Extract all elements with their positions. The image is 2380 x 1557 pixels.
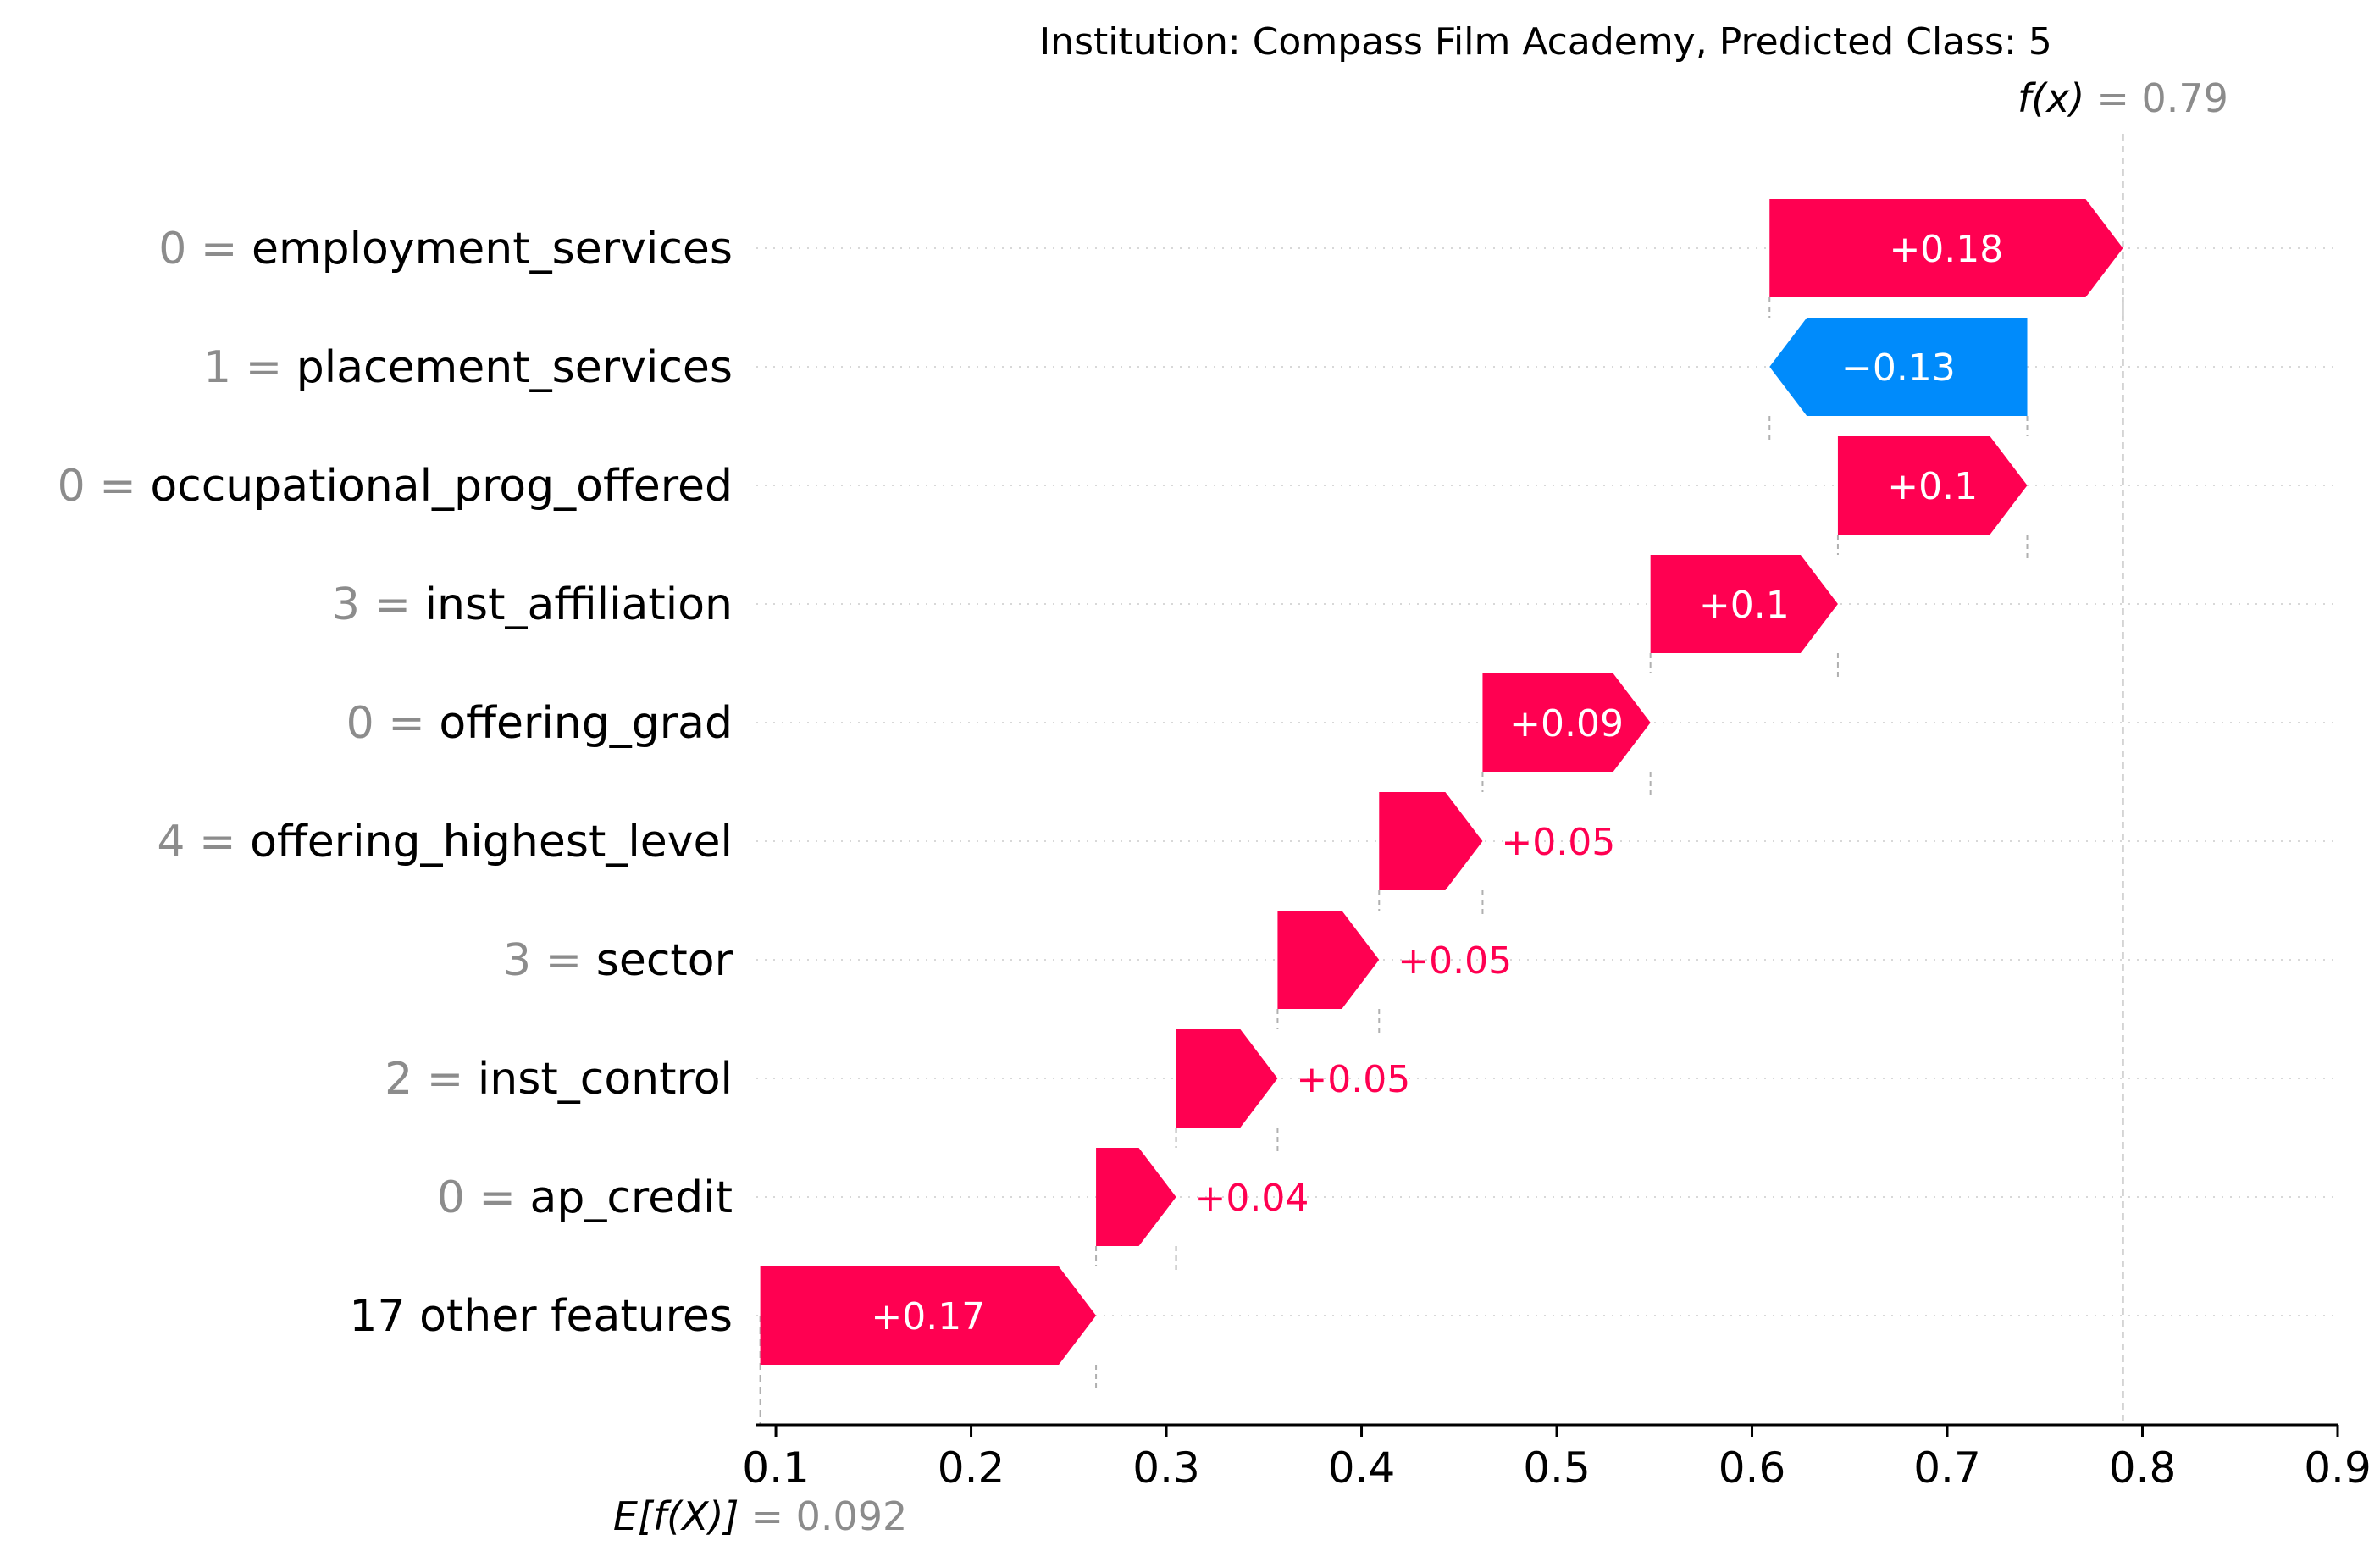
feature-name: offering_grad (439, 698, 733, 749)
x-tick-label: 0.4 (1328, 1443, 1396, 1493)
feature-label: 0 = occupational_prog_offered (58, 461, 733, 512)
positive-contribution-bar (1176, 1029, 1278, 1128)
feature-name: inst_control (478, 1054, 733, 1105)
feature-label: 0 = employment_services (158, 224, 733, 274)
base-value-text: = 0.092 (750, 1493, 907, 1539)
positive-contribution-bar (1379, 792, 1483, 890)
feature-label: 0 = ap_credit (437, 1172, 733, 1223)
contribution-label: +0.1 (1699, 584, 1790, 627)
feature-label: 4 = offering_highest_level (157, 817, 733, 867)
feature-value: 0 = (346, 698, 440, 749)
x-tick-label: 0.3 (1132, 1443, 1200, 1493)
contribution-label: +0.09 (1509, 702, 1624, 745)
feature-name: inst_affiliation (425, 579, 733, 630)
x-tick-label: 0.7 (1913, 1443, 1981, 1493)
output-value-label: f(x) = 0.79 (2017, 75, 2228, 121)
base-value-label: E[f(X)] = 0.092 (613, 1493, 907, 1539)
feature-value: 4 = (157, 817, 250, 867)
feature-value: 1 = (203, 342, 296, 393)
contribution-label: −0.13 (1841, 346, 1956, 390)
contribution-label: +0.1 (1887, 465, 1978, 508)
feature-name: employment_services (252, 224, 733, 274)
feature-value: 0 = (158, 224, 252, 274)
contribution-label: +0.05 (1398, 939, 1512, 983)
contribution-label: +0.04 (1195, 1177, 1309, 1220)
feature-name: 17 other features (349, 1291, 733, 1342)
feature-value: 3 = (332, 579, 425, 630)
feature-label: 1 = placement_services (203, 342, 733, 393)
positive-contribution-bar (1769, 199, 2123, 297)
bar-layer (760, 199, 2123, 1365)
feature-name: ap_credit (529, 1172, 733, 1223)
base-label: E[f(X)] (613, 1493, 739, 1539)
feature-name: offering_highest_level (250, 817, 733, 867)
output-value-text: = 0.79 (2096, 75, 2228, 121)
feature-label: 3 = sector (503, 935, 733, 986)
contribution-label: +0.05 (1296, 1058, 1410, 1101)
feature-value: 3 = (503, 935, 596, 986)
feature-name: sector (596, 935, 733, 986)
positive-contribution-bar (1650, 555, 1838, 653)
feature-label: 17 other features (349, 1291, 733, 1342)
feature-name: placement_services (296, 342, 733, 393)
x-tick-label: 0.1 (742, 1443, 810, 1493)
output-label: f(x) (2017, 75, 2084, 121)
grid-layer (756, 247, 2338, 1316)
feature-value: 0 = (58, 461, 151, 512)
x-tick-label: 0.2 (938, 1443, 1005, 1493)
contribution-label: +0.05 (1501, 821, 1615, 864)
axis-layer: 0.1 0.2 0.3 0.4 0.5 0.6 0.7 0.8 0.9 E[f(X)] = 0.09… (613, 1423, 2372, 1539)
positive-contribution-bar (1837, 436, 2028, 535)
x-tick-label: 0.5 (1523, 1443, 1591, 1493)
feature-label: 3 = inst_affiliation (332, 579, 733, 630)
positive-contribution-bar (1096, 1148, 1176, 1246)
feature-label: 2 = inst_control (385, 1054, 733, 1105)
chart-title: Institution: Compass Film Academy, Predi… (1039, 20, 2052, 64)
contribution-label: +0.17 (871, 1295, 985, 1338)
feature-value: 0 = (437, 1172, 530, 1223)
positive-contribution-bar (1482, 673, 1651, 772)
positive-contribution-bar (1277, 911, 1380, 1009)
negative-contribution-bar (1769, 318, 2028, 416)
x-tick-label: 0.8 (2109, 1443, 2177, 1493)
x-tick-label: 0.9 (2304, 1443, 2372, 1493)
feature-value: 2 = (385, 1054, 478, 1105)
positive-contribution-bar (760, 1266, 1097, 1365)
feature-label: 0 = offering_grad (346, 698, 733, 749)
x-tick-label: 0.6 (1719, 1443, 1786, 1493)
feature-name: occupational_prog_offered (150, 461, 733, 512)
label-layer: f(x) = 0.79 +0.18 0 = employment_services −0… (58, 75, 2228, 1342)
contribution-label: +0.18 (1889, 228, 2003, 271)
